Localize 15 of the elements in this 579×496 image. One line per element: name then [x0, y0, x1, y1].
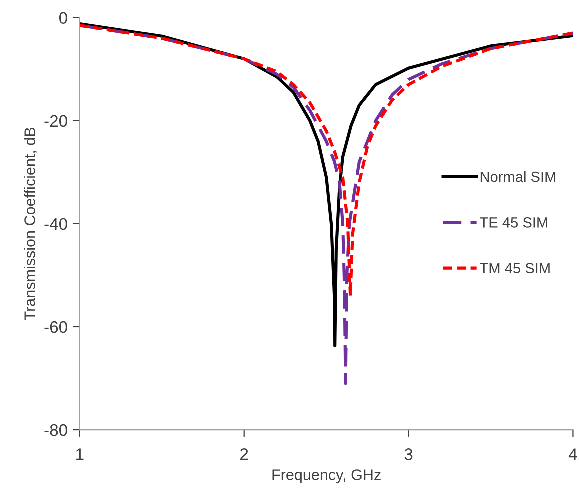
x-tick-label: 3	[404, 448, 413, 460]
x-tick-label: 1	[76, 448, 84, 460]
y-tick-label: 0	[59, 12, 68, 24]
x-axis-title: Frequency, GHz	[272, 470, 381, 484]
y-tick-label: -80	[44, 424, 68, 436]
y-tick-label: -20	[44, 115, 68, 128]
x-tick-label: 2	[240, 448, 248, 460]
y-tick-label: -40	[44, 218, 68, 230]
legend-label: Normal SIM	[480, 171, 556, 182]
y-axis-title: Transmission Coefficient, dB	[24, 128, 38, 320]
legend-label: TM 45 SIM	[480, 263, 550, 274]
line-series	[80, 24, 574, 298]
y-tick-label: -60	[44, 321, 68, 334]
x-tick-label: 4	[568, 448, 578, 460]
legend-label: TE 45 SIM	[480, 218, 548, 228]
